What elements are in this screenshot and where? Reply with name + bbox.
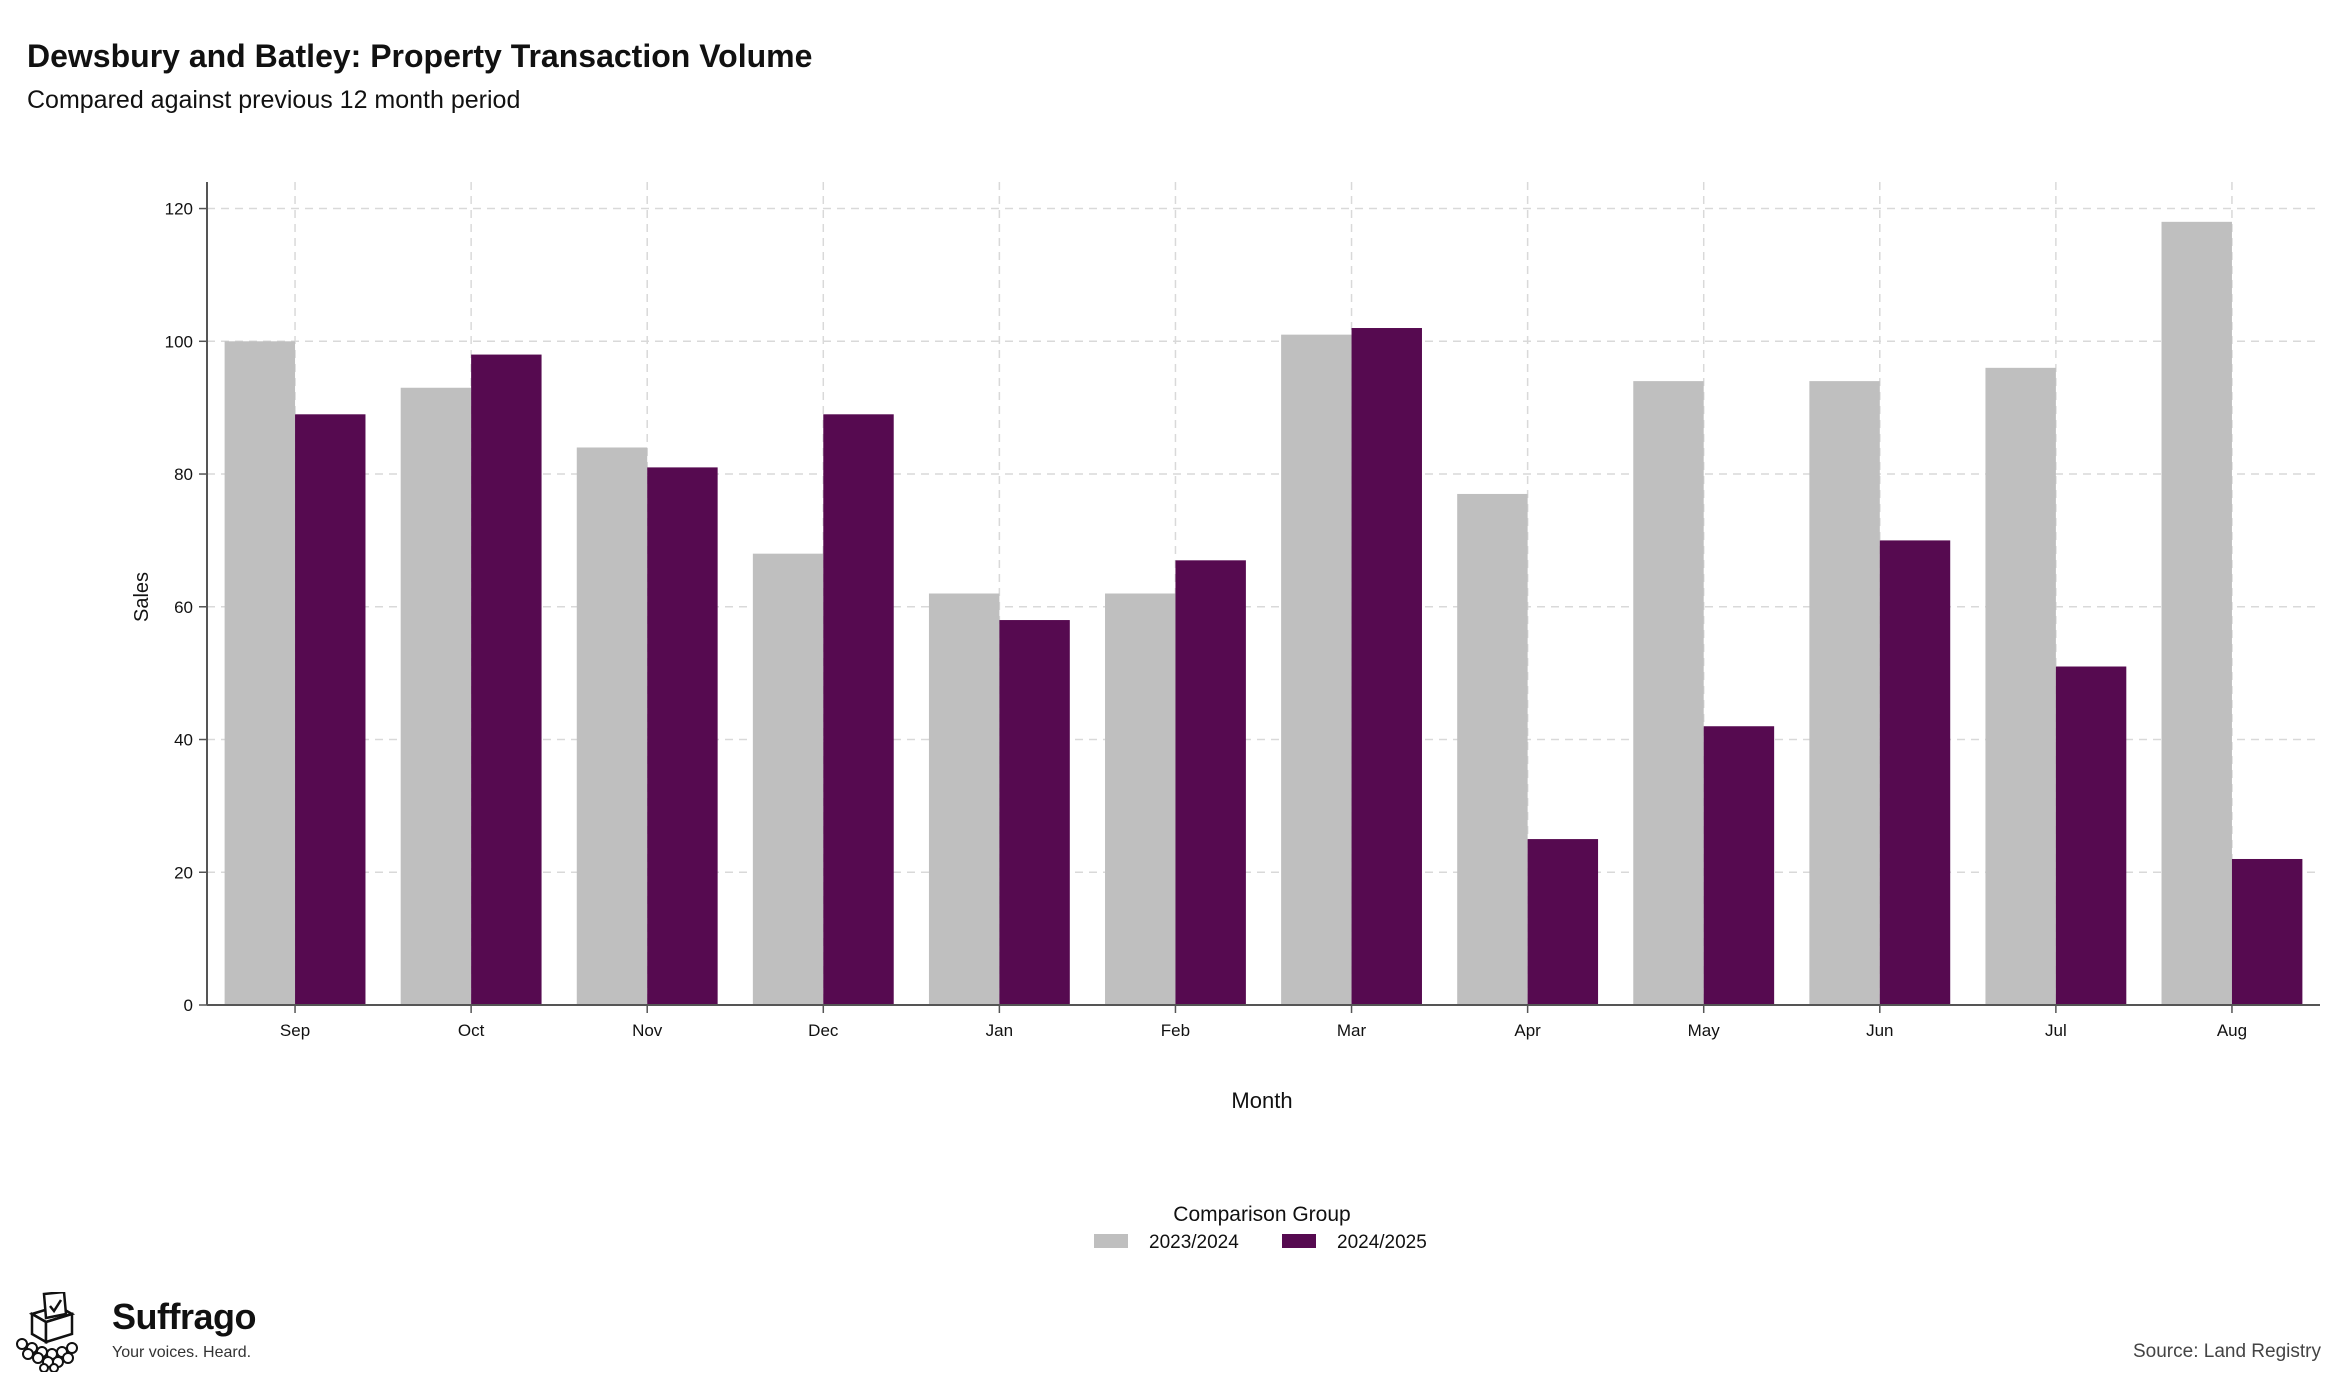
y-tick-label: 20	[174, 863, 193, 882]
x-tick-label: Feb	[1161, 1021, 1190, 1040]
bar-jan-2024-2025	[999, 620, 1070, 1005]
x-tick-label: Oct	[458, 1021, 485, 1040]
bar-nov-2024-2025	[647, 467, 718, 1006]
y-tick-label: 0	[184, 996, 193, 1015]
chart-title: Dewsbury and Batley: Property Transactio…	[27, 38, 813, 74]
bar-series	[224, 221, 2303, 1006]
bar-apr-2024-2025	[1527, 839, 1599, 1005]
bar-jul-2023-2024	[1985, 367, 2056, 1005]
bar-jun-2023-2024	[1809, 381, 1880, 1005]
bar-apr-2023-2024	[1457, 493, 1528, 1005]
bar-nov-2023-2024	[576, 447, 648, 1005]
y-tick-label: 100	[165, 332, 193, 351]
y-tick-labels: 0 20 40 60 80 100 120	[165, 200, 193, 1015]
legend-label: 2023/2024	[1149, 1232, 1239, 1253]
y-tick-label: 60	[174, 598, 193, 617]
legend-swatch	[1282, 1234, 1316, 1248]
brand-logo: Suffrago Your voices. Heard.	[14, 1290, 274, 1373]
y-tick-label: 40	[174, 731, 193, 750]
x-tick-label: Aug	[2217, 1021, 2247, 1040]
legend: Comparison Group 2023/2024 2024/2025	[1094, 1203, 1427, 1253]
x-tick-label: Apr	[1514, 1021, 1541, 1040]
bar-dec-2023-2024	[752, 553, 824, 1005]
chart-subtitle: Compared against previous 12 month perio…	[27, 86, 521, 114]
legend-title: Comparison Group	[1173, 1203, 1350, 1226]
bar-feb-2023-2024	[1105, 593, 1176, 1005]
x-tick-label: May	[1688, 1021, 1721, 1040]
x-tick-label: Mar	[1337, 1021, 1367, 1040]
bar-aug-2023-2024	[2161, 221, 2232, 1006]
bar-feb-2024-2025	[1175, 560, 1246, 1005]
x-tick-label: Jul	[2045, 1021, 2067, 1040]
bar-may-2023-2024	[1633, 381, 1704, 1005]
x-tick-label: Jun	[1866, 1021, 1893, 1040]
bar-jan-2023-2024	[928, 593, 1000, 1005]
x-axis-label: Month	[1231, 1088, 1292, 1113]
bar-may-2024-2025	[1703, 726, 1775, 1005]
source-note: Source: Land Registry	[2133, 1341, 2321, 1362]
x-tick-labels: Sep Oct Nov Dec Jan Feb Mar Apr May Jun Jul Aug	[280, 1021, 2247, 1040]
bar-oct-2023-2024	[400, 387, 472, 1005]
brand-name: Suffrago	[112, 1296, 257, 1337]
bar-chart: 0 20 40 60 80 100 120 Sep Oct Nov Dec Jan Feb Mar Apr…	[131, 182, 2320, 1253]
y-axis-label: Sales	[131, 572, 153, 622]
x-tick-label: Dec	[808, 1021, 839, 1040]
bar-oct-2024-2025	[471, 354, 542, 1005]
legend-swatch	[1094, 1234, 1128, 1248]
bar-mar-2023-2024	[1281, 334, 1352, 1006]
bar-mar-2024-2025	[1351, 328, 1422, 1006]
legend-items: 2023/2024 2024/2025	[1094, 1232, 1427, 1253]
x-tick-label: Jan	[986, 1021, 1013, 1040]
bar-aug-2024-2025	[2231, 858, 2303, 1005]
y-tick-label: 80	[174, 465, 193, 484]
axes	[199, 182, 2320, 1013]
bar-jun-2024-2025	[1879, 540, 1951, 1005]
y-tick-label: 120	[165, 200, 193, 219]
bar-dec-2024-2025	[823, 414, 894, 1005]
legend-label: 2024/2025	[1337, 1232, 1427, 1253]
brand-tagline: Your voices. Heard.	[112, 1344, 252, 1361]
bar-sep-2024-2025	[295, 414, 366, 1005]
x-tick-label: Nov	[632, 1021, 663, 1040]
bar-jul-2024-2025	[2055, 666, 2127, 1005]
ballot-box-logo-icon	[16, 1290, 78, 1373]
bar-sep-2023-2024	[224, 341, 296, 1006]
x-tick-label: Sep	[280, 1021, 310, 1040]
